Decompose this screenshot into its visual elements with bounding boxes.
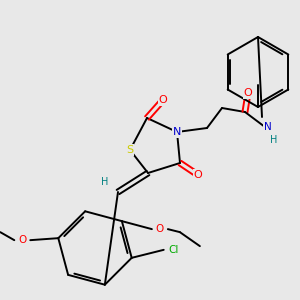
Text: N: N — [173, 127, 181, 137]
Text: O: O — [194, 170, 202, 180]
Text: H: H — [270, 135, 278, 145]
Text: N: N — [264, 122, 272, 132]
Text: O: O — [156, 224, 164, 234]
Text: O: O — [244, 88, 252, 98]
Text: O: O — [18, 235, 26, 245]
Text: Cl: Cl — [169, 245, 179, 255]
Text: H: H — [101, 177, 109, 187]
Text: O: O — [159, 95, 167, 105]
Text: S: S — [126, 145, 134, 155]
